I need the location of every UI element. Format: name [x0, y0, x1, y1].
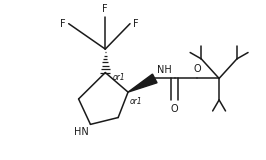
Polygon shape: [128, 74, 157, 92]
Text: F: F: [60, 19, 66, 29]
Text: or1: or1: [112, 72, 125, 82]
Text: F: F: [102, 4, 108, 14]
Text: or1: or1: [130, 97, 143, 106]
Text: NH: NH: [157, 64, 172, 75]
Text: O: O: [171, 104, 178, 114]
Text: F: F: [133, 19, 139, 29]
Text: O: O: [193, 64, 201, 74]
Text: HN: HN: [74, 127, 89, 137]
